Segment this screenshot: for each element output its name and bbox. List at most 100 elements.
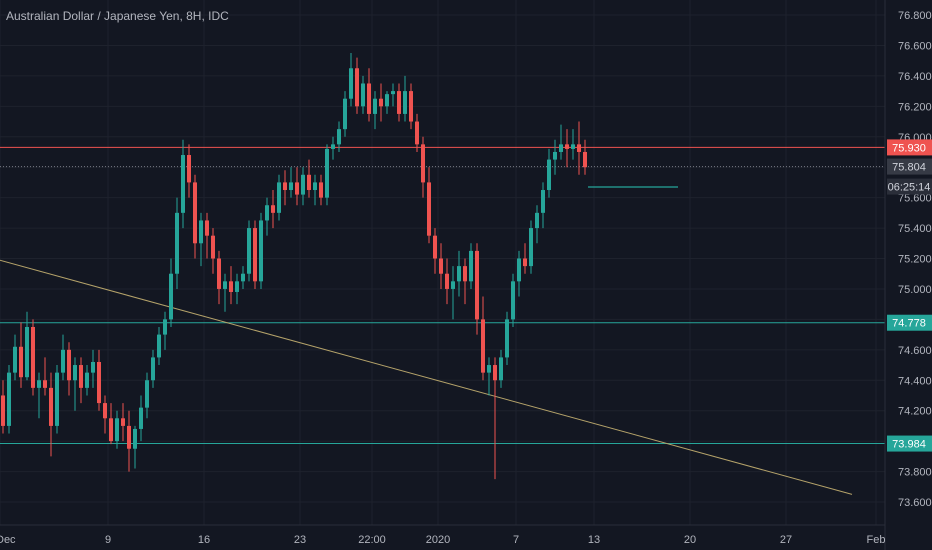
- candle-body: [127, 425, 131, 449]
- candle: [139, 395, 143, 442]
- candle-body: [151, 357, 155, 381]
- candle: [91, 349, 95, 388]
- candle-body: [61, 349, 65, 373]
- candle: [499, 349, 503, 388]
- candle: [157, 326, 161, 366]
- candle-body: [109, 418, 113, 442]
- y-tick-label: 75.400: [898, 223, 932, 235]
- candle: [457, 250, 461, 297]
- candle: [451, 266, 455, 320]
- candle-body: [481, 319, 485, 373]
- candle: [493, 357, 497, 480]
- grid-lines: [0, 0, 885, 525]
- candle-body: [565, 144, 569, 149]
- candle: [343, 91, 347, 137]
- candle: [187, 144, 191, 198]
- candle: [127, 410, 131, 472]
- x-tick-label: Feb: [867, 534, 886, 546]
- candle: [553, 139, 557, 175]
- candle: [349, 53, 353, 107]
- candle: [421, 136, 425, 198]
- candle-body: [49, 387, 53, 426]
- candle: [259, 212, 263, 289]
- time-axis[interactable]: Dec 9 16 23 22:00 2020 7 13 20 27 Feb: [0, 524, 886, 546]
- candle-body: [577, 144, 581, 152]
- candle: [439, 243, 443, 289]
- candle: [301, 167, 305, 206]
- candle-body: [445, 273, 449, 289]
- candle-body: [235, 281, 239, 292]
- candle-body: [487, 365, 491, 373]
- candle: [379, 83, 383, 122]
- candle: [247, 220, 251, 282]
- candle: [547, 148, 551, 198]
- candle-body: [463, 266, 467, 282]
- candle: [277, 174, 281, 221]
- candle-body: [523, 258, 527, 267]
- candle-body: [373, 98, 377, 114]
- x-tick-label: 13: [588, 534, 600, 546]
- candle: [475, 243, 479, 335]
- candle: [49, 372, 53, 457]
- candle-body: [91, 361, 95, 373]
- candle-body: [553, 151, 557, 160]
- candle-body: [499, 357, 503, 381]
- candle: [85, 365, 89, 396]
- candle: [313, 174, 317, 206]
- candle: [571, 129, 575, 160]
- candle: [307, 159, 311, 198]
- y-tick-label: 75.000: [898, 284, 932, 296]
- y-tick-label: 75.200: [898, 254, 932, 266]
- candle: [523, 243, 527, 274]
- y-tick-label: 74.600: [898, 345, 932, 357]
- candle: [1, 380, 5, 434]
- candle: [133, 425, 137, 469]
- candle-body: [217, 258, 221, 289]
- candle: [325, 144, 329, 206]
- candle: [337, 121, 341, 152]
- candle: [19, 322, 23, 388]
- candle: [289, 167, 293, 198]
- price-tags: 75.930 74.778 73.984 75.804 06:25:14: [887, 139, 932, 452]
- candle: [211, 228, 215, 274]
- candle: [445, 258, 449, 305]
- candle: [385, 91, 389, 114]
- trendline-group: [0, 257, 853, 495]
- candle: [79, 357, 83, 404]
- candle-body: [397, 91, 401, 114]
- countdown-tag-bg: [887, 178, 932, 195]
- candle-body: [13, 346, 17, 373]
- candle-body: [307, 174, 311, 191]
- candle-body: [529, 228, 533, 267]
- candle-body: [427, 182, 431, 236]
- level-price-tag-bg: [887, 139, 932, 156]
- x-tick-label: 27: [780, 534, 792, 546]
- candle: [241, 266, 245, 289]
- candle-body: [259, 220, 263, 282]
- candle-body: [133, 428, 137, 449]
- candle-body: [283, 182, 287, 191]
- current-price-tag-bg: [887, 158, 932, 175]
- candle-body: [367, 83, 371, 114]
- candle: [169, 258, 173, 327]
- candle: [583, 139, 587, 175]
- candle-body: [277, 182, 281, 213]
- candle: [151, 349, 155, 388]
- candle-body: [439, 258, 443, 274]
- candle: [361, 75, 365, 114]
- candle-body: [157, 334, 161, 358]
- candle-body: [7, 372, 11, 426]
- candle-body: [211, 235, 215, 259]
- candle-body: [547, 159, 551, 191]
- candle-body: [145, 380, 149, 408]
- candle-body: [25, 326, 29, 378]
- candle: [217, 250, 221, 305]
- candle-body: [115, 418, 119, 442]
- candle-body: [343, 98, 347, 130]
- candle-body: [43, 380, 47, 388]
- trendline[interactable]: [0, 257, 853, 495]
- candle: [175, 197, 179, 289]
- candle-body: [241, 273, 245, 282]
- candle: [235, 273, 239, 305]
